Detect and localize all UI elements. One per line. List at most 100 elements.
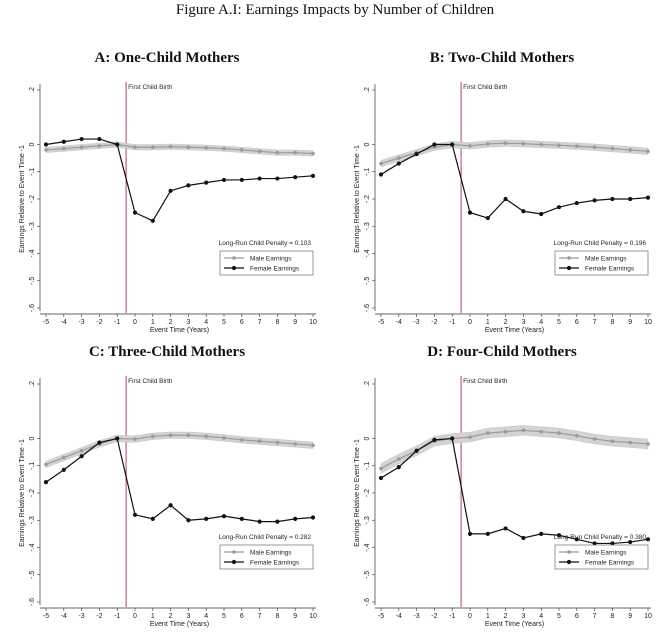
legend-male-label: Male Earnings xyxy=(250,256,292,263)
legend-box xyxy=(219,544,314,570)
female-earnings-point xyxy=(221,177,227,183)
x-tick-label: 6 xyxy=(575,319,579,326)
y-tick-label: 0 xyxy=(364,142,371,146)
female-earnings-point xyxy=(186,183,191,188)
male-earnings-point xyxy=(539,142,543,147)
male-earnings-point xyxy=(646,149,650,154)
x-tick-label: 10 xyxy=(644,613,652,620)
female-earnings-point xyxy=(257,519,262,524)
female-earnings-point xyxy=(467,210,473,215)
female-earnings-point xyxy=(610,541,615,546)
male-confidence-band xyxy=(45,431,314,468)
x-tick-label: 4 xyxy=(539,613,543,620)
female-earnings-point xyxy=(275,519,280,524)
female-earnings-point xyxy=(432,437,437,442)
female-earnings-point xyxy=(204,180,209,185)
x-tick-label: 4 xyxy=(204,613,208,620)
female-earnings-point xyxy=(378,172,384,177)
female-earnings-point xyxy=(115,436,120,441)
male-earnings-point xyxy=(222,436,226,440)
x-tick-label: 2 xyxy=(504,613,508,620)
male-earnings-point xyxy=(592,437,597,441)
female-earnings-point xyxy=(168,503,173,508)
y-tick-label: -.5 xyxy=(364,277,371,285)
x-tick-label: 8 xyxy=(610,319,614,326)
female-earnings-point xyxy=(592,541,597,546)
female-earnings-point xyxy=(186,518,191,523)
x-tick-label: 8 xyxy=(610,613,614,620)
male-earnings-point xyxy=(468,144,472,148)
y-axis-label: Earnings Relative to Event Time -1 xyxy=(19,145,26,253)
female-earnings-point xyxy=(79,136,84,142)
panel-a: A: One-Child Mothers .2 0 -.1 -.2 -.3 -.4 -.5 -.… xyxy=(0,38,335,338)
legend-box xyxy=(554,250,649,276)
y-tick-label: -.2 xyxy=(364,489,371,497)
event-label: First Child Birth xyxy=(463,84,508,91)
x-tick-label: 2 xyxy=(504,319,508,326)
y-tick-label: -.3 xyxy=(29,516,36,524)
x-tick-label: -2 xyxy=(431,319,437,326)
male-earnings-point xyxy=(133,437,137,441)
female-earnings-point xyxy=(645,537,651,542)
female-earnings-point xyxy=(239,516,244,521)
male-earnings-point xyxy=(575,433,579,438)
x-tick-label: -1 xyxy=(114,613,120,620)
x-tick-label: 0 xyxy=(133,613,137,620)
x-tick-label: 10 xyxy=(309,613,317,620)
female-earnings-point xyxy=(414,151,419,157)
y-tick-label: -.3 xyxy=(29,222,36,230)
x-tick-label: -5 xyxy=(378,613,384,620)
x-tick-label: 1 xyxy=(486,319,490,326)
x-tick-label: -3 xyxy=(413,319,419,326)
y-tick-label: 0 xyxy=(29,436,36,440)
x-tick-label: 7 xyxy=(258,319,262,326)
male-earnings-point xyxy=(486,431,490,435)
female-earnings-point xyxy=(43,142,49,147)
y-tick-label: -.5 xyxy=(29,277,36,285)
x-tick-label: -4 xyxy=(396,613,402,620)
x-tick-label: 5 xyxy=(557,613,561,620)
y-tick-label: -.4 xyxy=(29,249,36,257)
y-tick-label: 0 xyxy=(364,436,371,440)
x-tick-label: -5 xyxy=(43,613,49,620)
male-earnings-point xyxy=(204,145,208,150)
male-earnings-point xyxy=(397,457,401,461)
male-earnings-point xyxy=(168,433,173,438)
figure-title: Figure A.I: Earnings Impacts by Number o… xyxy=(175,2,495,18)
male-earnings-point xyxy=(79,145,84,150)
x-tick-label: 3 xyxy=(186,319,190,326)
x-tick-label: 1 xyxy=(151,613,155,620)
male-earnings-point xyxy=(628,148,632,152)
female-earnings-point xyxy=(310,173,316,178)
female-earnings-point xyxy=(204,516,209,521)
legend-male-label: Male Earnings xyxy=(250,550,292,557)
x-tick-label: 4 xyxy=(539,319,543,326)
x-tick-label: -1 xyxy=(449,613,455,620)
female-earnings-point xyxy=(485,531,490,536)
female-earnings-point xyxy=(221,514,227,519)
x-axis-label: Event Time (Years) xyxy=(485,621,544,628)
panel-c: C: Three-Child Mothers .2 0 -.1 -.2 -.3 -.4 -.5… xyxy=(0,332,335,632)
male-earnings-point xyxy=(186,145,191,150)
chart-panel-b: B: Two-Child Mothers .2 0 -.1 -.2 -.3 -.4 -.5 -.… xyxy=(354,50,652,334)
y-tick-label: -.2 xyxy=(29,489,36,497)
x-tick-label: -5 xyxy=(43,319,49,326)
x-tick-label: -2 xyxy=(96,613,102,620)
y-tick-label: -.6 xyxy=(29,304,36,312)
female-earnings-line xyxy=(380,143,649,219)
x-tick-label: 6 xyxy=(240,319,244,326)
male-earnings-point xyxy=(168,144,173,149)
y-tick-label: .2 xyxy=(29,87,36,93)
x-tick-label: 5 xyxy=(222,319,226,326)
y-tick-label: -.1 xyxy=(29,462,36,470)
x-tick-label: -4 xyxy=(61,319,67,326)
female-earnings-point xyxy=(293,175,298,180)
x-tick-label: 2 xyxy=(169,613,173,620)
male-earnings-point xyxy=(575,144,579,148)
female-earnings-point xyxy=(556,205,562,210)
legend-male-label: Male Earnings xyxy=(585,550,627,557)
female-earnings-point xyxy=(539,531,544,536)
male-earnings-point xyxy=(240,148,244,152)
female-earnings-line xyxy=(45,138,314,222)
panel-title: B: Two-Child Mothers xyxy=(430,50,575,66)
